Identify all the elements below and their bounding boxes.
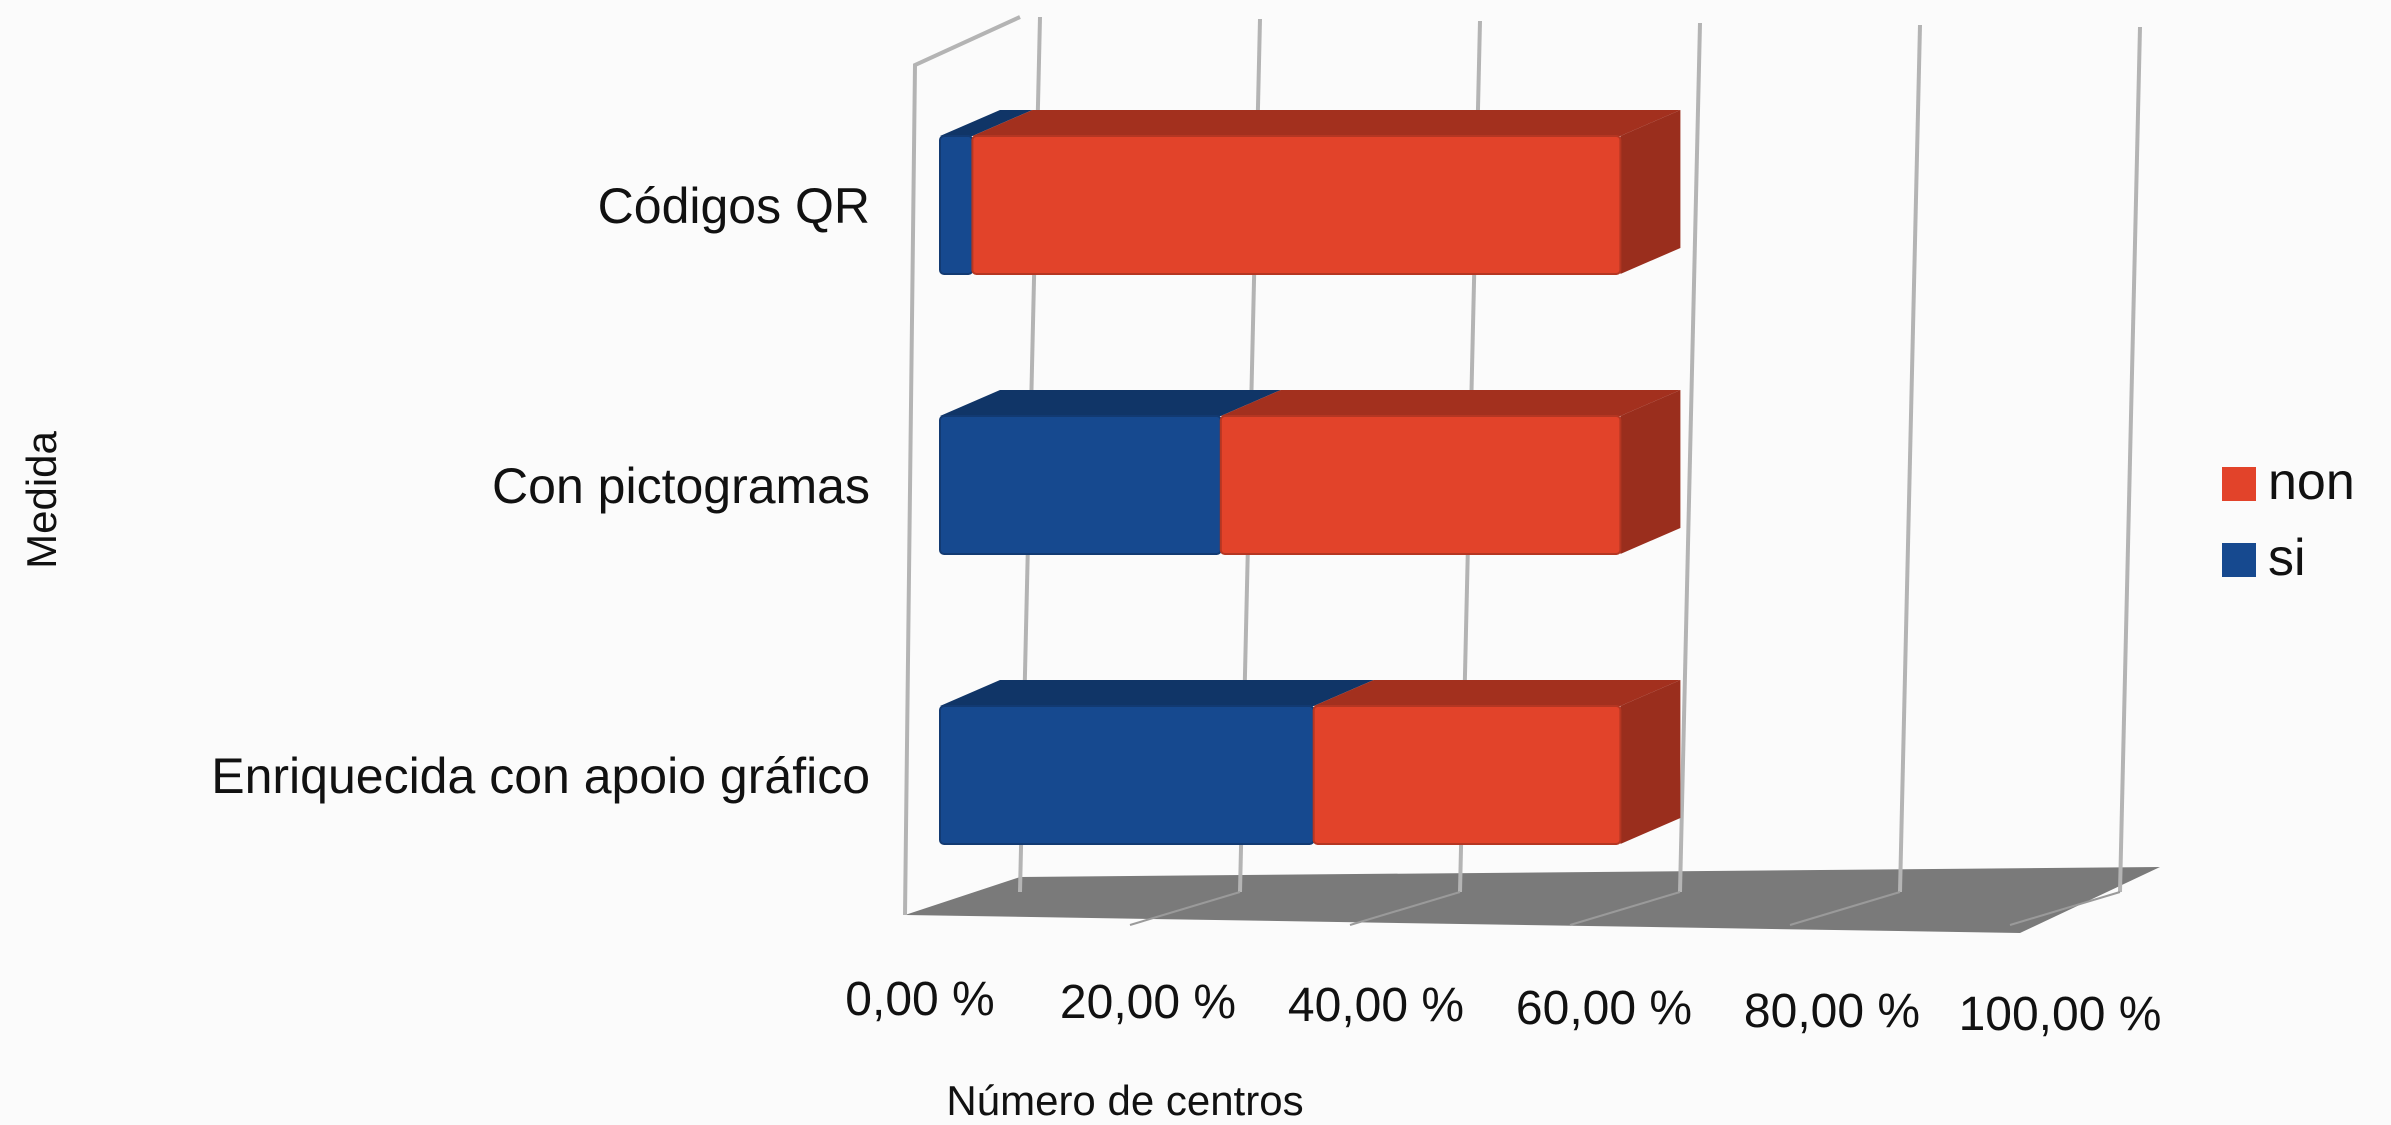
chart-left-wall <box>903 15 1021 916</box>
legend-item-si: si <box>2222 529 2306 587</box>
floor-gridline <box>1129 891 1241 926</box>
bar-front-face <box>1312 705 1622 845</box>
bar-top-face <box>1220 390 1681 416</box>
bar-non <box>1312 680 1681 845</box>
bar-top-face <box>940 110 1033 136</box>
x-tick-label: 80,00 % <box>1744 985 1920 1038</box>
floor-gridline <box>1349 891 1461 926</box>
bar-side-face <box>1620 390 1681 554</box>
chart-floor <box>905 867 2160 933</box>
bar-non <box>971 110 1681 275</box>
bar-side-face <box>1620 110 1681 274</box>
bar-front-face <box>1219 415 1622 555</box>
gridline <box>1678 22 1702 893</box>
gridline <box>1898 24 1922 893</box>
bar-side-face <box>1620 680 1681 844</box>
x-tick-label: 20,00 % <box>1060 976 1236 1029</box>
floor-gridline <box>1569 891 1681 926</box>
bar-si <box>939 390 1281 555</box>
floor-gridline <box>2009 891 2121 926</box>
legend-swatch <box>2222 467 2256 501</box>
bar-top-face <box>972 110 1681 136</box>
bar-top-face <box>940 680 1374 706</box>
legend-swatch <box>2222 543 2256 577</box>
bar-front-face <box>971 135 1622 275</box>
x-tick-labels: 0,00 % 20,00 % 40,00 % 60,00 % 80,00 % 100,00… <box>845 973 2161 1041</box>
bar-front-face <box>939 135 974 275</box>
x-tick-label: 0,00 % <box>845 973 994 1026</box>
bar-front-face <box>939 705 1315 845</box>
bar-si <box>939 680 1374 845</box>
x-tick-label: 40,00 % <box>1288 979 1464 1032</box>
x-tick-label: 60,00 % <box>1516 982 1692 1035</box>
chart-walls <box>903 15 2160 933</box>
bars <box>939 110 1681 845</box>
bar-top-face <box>940 390 1281 416</box>
category-label: Códigos QR <box>598 178 870 234</box>
bar-top-face <box>1313 680 1681 706</box>
legend-label: si <box>2268 529 2306 587</box>
x-tick-label: 100,00 % <box>1959 988 2162 1041</box>
category-label: Enriquecida con apoio gráfico <box>211 748 870 804</box>
bar-si <box>939 110 1033 275</box>
legend-label: non <box>2268 453 2355 511</box>
legend-item-non: non <box>2222 453 2355 511</box>
legend: non si <box>2222 453 2355 587</box>
bar-front-face <box>939 415 1222 555</box>
floor-gridline <box>1789 891 1901 926</box>
gridline <box>2118 26 2142 893</box>
category-label: Con pictogramas <box>492 458 870 514</box>
x-axis-title: Número de centros <box>946 1077 1303 1124</box>
bar-non <box>1219 390 1681 555</box>
category-labels: Códigos QR Con pictogramas Enriquecida con… <box>211 178 870 804</box>
y-axis-title: Medida <box>18 430 65 568</box>
